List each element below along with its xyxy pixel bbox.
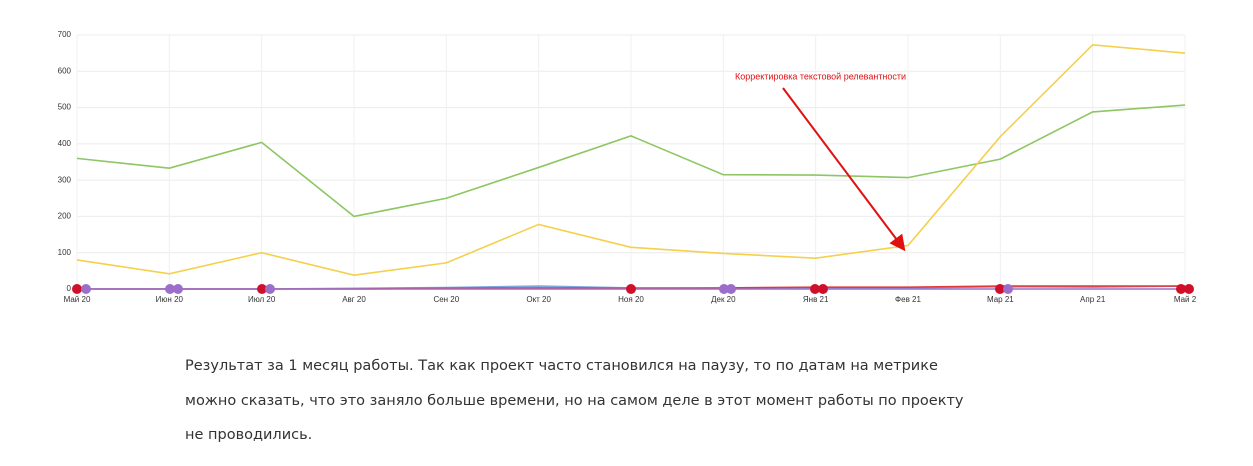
event-marker: [818, 284, 828, 294]
y-tick-label: 200: [58, 212, 72, 221]
event-marker: [1184, 284, 1194, 294]
event-marker: [995, 284, 1005, 294]
x-tick-label: Июн 20: [156, 295, 184, 304]
event-marker: [719, 284, 729, 294]
event-marker: [1003, 284, 1013, 294]
y-tick-label: 300: [58, 175, 72, 184]
y-tick-label: 400: [58, 139, 72, 148]
x-tick-label: Сен 20: [433, 295, 459, 304]
event-marker: [626, 284, 636, 294]
y-tick-label: 600: [58, 66, 72, 75]
event-marker: [72, 284, 82, 294]
plot: 0 100 200 300 400 500 600 700 Май 20 Июн 20 Июл 20…: [58, 30, 1197, 304]
x-tick-label: Авг 20: [342, 295, 366, 304]
caption-line: можно сказать, что это заняло больше вре…: [185, 393, 964, 409]
chart: 0 100 200 300 400 500 600 700 Май 20 Июн 20 Июл 20…: [58, 30, 1197, 304]
annotation-arrow: [782, 87, 906, 252]
y-tick-label: 0: [67, 284, 72, 293]
x-tick-label: Дек 20: [711, 295, 736, 304]
y-tick-label: 100: [58, 248, 72, 257]
event-marker: [1176, 284, 1186, 294]
caption-line: Результат за 1 месяц работы. Так как про…: [185, 358, 938, 374]
x-tick-label: Мар 21: [987, 295, 1014, 304]
x-tick-label: Окт 20: [526, 295, 551, 304]
x-tick-label: Май 20: [64, 295, 91, 304]
event-marker: [265, 284, 275, 294]
event-marker: [165, 284, 175, 294]
event-marker: [810, 284, 820, 294]
x-tick-label: Фев 21: [895, 295, 921, 304]
series-line: [76, 104, 1186, 218]
annotation: Корректировка текстовой релевантности: [735, 71, 906, 81]
x-tick-label: Июл 20: [248, 295, 276, 304]
x-tick-label: Ноя 20: [618, 295, 644, 304]
event-marker: [726, 284, 736, 294]
event-marker: [257, 284, 267, 294]
event-marker: [81, 284, 91, 294]
x-tick-label: Янв 21: [803, 295, 829, 304]
event-markers: [72, 284, 1194, 294]
event-marker: [173, 284, 183, 294]
caption-line: не проводились.: [185, 427, 313, 443]
y-tick-label: 500: [58, 103, 72, 112]
series-line: [76, 43, 1186, 277]
y-tick-label: 700: [58, 30, 72, 39]
x-tick-label: Апр 21: [1080, 295, 1106, 304]
x-tick-label: Май 2: [1174, 295, 1197, 304]
